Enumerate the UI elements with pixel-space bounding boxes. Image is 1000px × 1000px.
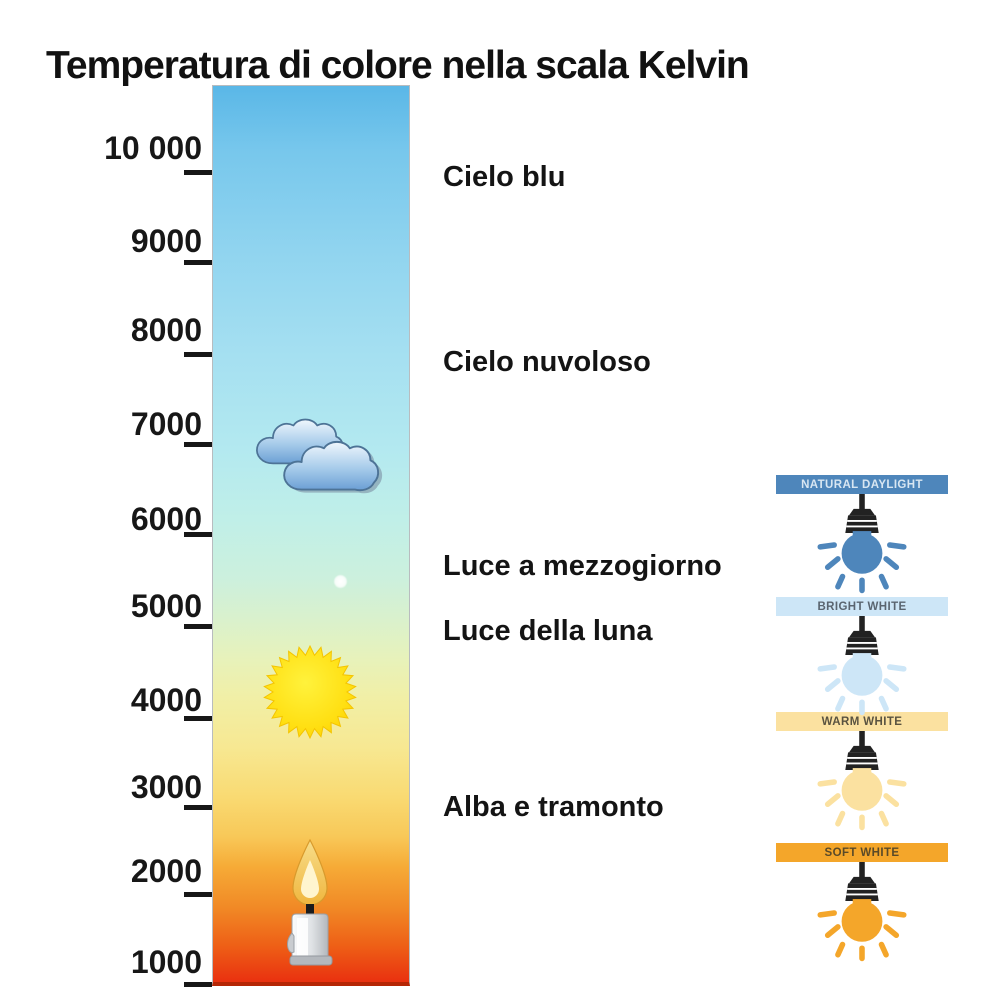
axis-tick (184, 624, 212, 629)
axis-label-1000: 1000 (130, 944, 202, 980)
clouds-icon (256, 418, 383, 494)
axis-label-3000: 3000 (130, 769, 202, 805)
axis-label-10000: 10 000 (104, 130, 202, 166)
axis-label-4000: 4000 (130, 682, 202, 718)
axis-tick (184, 892, 212, 897)
banner-natural-daylight: NATURAL DAYLIGHT (776, 475, 948, 494)
label-luce-a-mezzogiorno: Luce a mezzogiorno (443, 550, 722, 582)
banner-warm-white: WARM WHITE (776, 712, 948, 731)
axis-label-9000: 9000 (130, 223, 202, 259)
label-cielo-blu: Cielo blu (443, 161, 566, 193)
bulb-warm-white-icon (802, 731, 922, 833)
bulb-bright-white-icon (802, 616, 922, 718)
axis-tick (184, 260, 212, 265)
axis-tick (184, 982, 212, 987)
sun-icon (263, 644, 357, 740)
axis-tick (184, 352, 212, 357)
axis-label-2000: 2000 (130, 853, 202, 889)
page-title: Temperatura di colore nella scala Kelvin (46, 44, 750, 88)
axis-tick (184, 442, 212, 447)
axis-label-5000: 5000 (130, 588, 202, 624)
banner-soft-white: SOFT WHITE (776, 843, 948, 862)
banner-bright-white: BRIGHT WHITE (776, 597, 948, 616)
label-alba-e-tramonto: Alba e tramonto (443, 791, 664, 823)
axis-tick (184, 532, 212, 537)
label-cielo-nuvoloso: Cielo nuvoloso (443, 346, 651, 378)
kelvin-gradient-bar (212, 85, 410, 986)
axis-label-8000: 8000 (130, 312, 202, 348)
label-luce-della-luna: Luce della luna (443, 615, 653, 647)
axis-tick (184, 805, 212, 810)
axis-label-6000: 6000 (130, 501, 202, 537)
moon-dot-icon (334, 575, 347, 588)
axis-label-7000: 7000 (130, 406, 202, 442)
bulb-natural-daylight-icon (802, 494, 922, 596)
axis-tick (184, 170, 212, 175)
axis-tick (184, 716, 212, 721)
bulb-soft-white-icon (802, 862, 922, 964)
candle-icon (287, 838, 333, 966)
